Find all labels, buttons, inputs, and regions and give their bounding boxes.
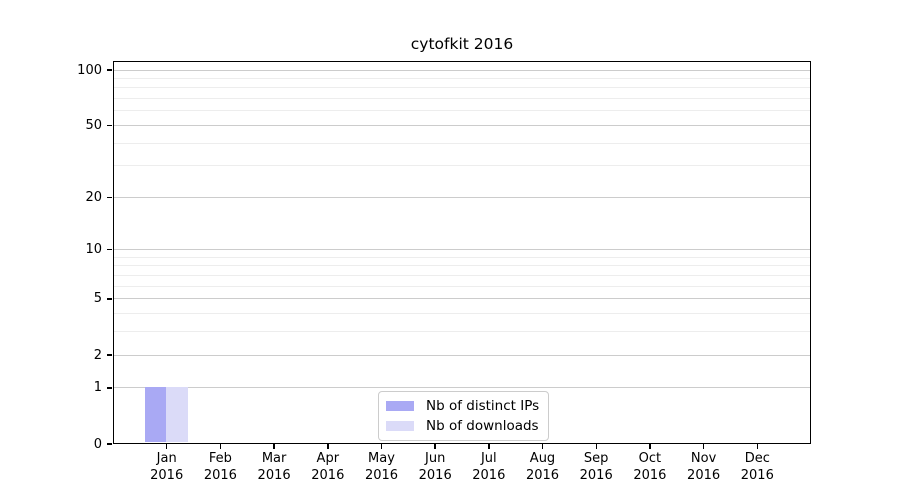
plot-area <box>113 61 811 444</box>
x-tick-label-month: Oct <box>638 451 662 466</box>
minor-gridline <box>114 313 810 315</box>
minor-gridline <box>114 110 810 112</box>
y-tick-label: 10 <box>85 242 102 258</box>
y-tick <box>107 196 112 198</box>
major-gridline <box>114 196 810 198</box>
x-tick <box>380 444 383 449</box>
minor-gridline <box>114 331 810 333</box>
x-tick <box>756 444 759 449</box>
chart-title: cytofkit 2016 <box>410 35 514 53</box>
gridlines-layer <box>114 62 810 443</box>
x-tick <box>649 444 651 449</box>
x-tick-label-month: Mar <box>261 451 287 466</box>
x-tick-label-month: Jan <box>156 451 177 466</box>
y-tick <box>107 387 112 389</box>
x-tick <box>488 444 490 449</box>
bar-distinct-ips <box>144 387 167 442</box>
x-tick-label: Apr 2016 <box>285 451 371 484</box>
y-tick-label: 20 <box>85 189 102 205</box>
x-tick-label-month: Sep <box>583 451 609 466</box>
x-tick <box>273 444 275 449</box>
x-tick-label-month: Dec <box>744 451 770 466</box>
x-tick-label-month: Apr <box>316 451 340 466</box>
x-tick-label-year: 2016 <box>687 467 721 483</box>
major-gridline <box>114 69 810 71</box>
x-tick-label: Dec 2016 <box>714 451 800 484</box>
y-tick <box>107 354 112 356</box>
y-tick <box>107 248 112 251</box>
x-tick-label: Jul 2016 <box>446 451 532 484</box>
x-tick-label-year: 2016 <box>740 467 774 483</box>
y-tick <box>107 124 112 127</box>
x-tick-label-month: Jul <box>480 451 497 466</box>
x-tick-label-year: 2016 <box>418 467 452 483</box>
legend-label-downloads: Nb of downloads <box>426 418 539 434</box>
x-tick <box>541 444 544 449</box>
x-tick-label: Jan 2016 <box>124 451 210 484</box>
y-tick-label: 50 <box>85 117 102 133</box>
x-tick-label-month: Jun <box>425 451 446 466</box>
y-tick <box>107 298 112 300</box>
x-tick-label: Sep 2016 <box>553 451 639 484</box>
x-tick-label-year: 2016 <box>257 467 291 483</box>
x-tick-label-month: May <box>368 451 395 466</box>
x-tick-label-year: 2016 <box>525 467 560 483</box>
major-gridline <box>114 387 810 389</box>
y-tick-label: 5 <box>93 291 102 307</box>
x-tick-label: May 2016 <box>339 451 425 484</box>
minor-gridline <box>114 98 810 100</box>
x-tick-label-month: Aug <box>529 451 556 466</box>
x-tick-label: Jun 2016 <box>392 451 478 484</box>
x-tick-label-year: 2016 <box>364 467 399 483</box>
major-gridline <box>114 124 810 126</box>
minor-gridline <box>114 142 810 144</box>
minor-gridline <box>114 256 810 258</box>
x-tick-label-year: 2016 <box>203 467 237 483</box>
x-tick-label: Oct 2016 <box>607 451 693 484</box>
legend-item-distinct-ips: Nb of distinct IPs <box>386 398 539 414</box>
major-gridline <box>114 298 810 300</box>
major-gridline <box>114 354 810 356</box>
x-tick <box>165 444 168 449</box>
y-tick-label: 2 <box>93 347 102 363</box>
legend-swatch-downloads <box>386 421 414 431</box>
x-tick-label-year: 2016 <box>633 467 667 483</box>
x-tick <box>434 444 436 449</box>
x-tick-label: Mar 2016 <box>231 451 317 484</box>
legend: Nb of distinct IPs Nb of downloads <box>378 391 550 441</box>
legend-item-downloads: Nb of downloads <box>386 418 539 434</box>
bars-layer <box>114 62 810 443</box>
x-tick <box>327 444 329 449</box>
x-tick <box>219 444 222 449</box>
legend-swatch-distinct-ips <box>386 401 414 411</box>
x-tick-label-year: 2016 <box>150 467 184 483</box>
x-tick-label: Feb 2016 <box>177 451 263 484</box>
y-tick-label: 100 <box>77 62 102 78</box>
major-gridline <box>114 249 810 251</box>
y-tick-label: 1 <box>93 380 102 396</box>
x-tick-label-month: Feb <box>208 451 232 466</box>
minor-gridline <box>114 87 810 89</box>
minor-gridline <box>114 285 810 287</box>
y-tick <box>107 443 112 445</box>
x-tick <box>702 444 705 449</box>
y-tick-label: 0 <box>93 436 102 452</box>
y-tick <box>107 69 112 71</box>
x-tick-label-month: Nov <box>690 451 717 466</box>
minor-gridline <box>114 275 810 276</box>
legend-label-distinct-ips: Nb of distinct IPs <box>426 398 540 414</box>
x-tick-label-year: 2016 <box>311 467 345 483</box>
x-tick <box>595 444 597 449</box>
minor-gridline <box>114 165 810 167</box>
minor-gridline <box>114 77 810 79</box>
bar-downloads <box>166 387 188 442</box>
x-tick-label: Nov 2016 <box>661 451 747 484</box>
x-tick-label: Aug 2016 <box>500 451 586 484</box>
minor-gridline <box>114 265 810 267</box>
x-tick-label-year: 2016 <box>472 467 506 483</box>
x-tick-label-year: 2016 <box>579 467 613 483</box>
